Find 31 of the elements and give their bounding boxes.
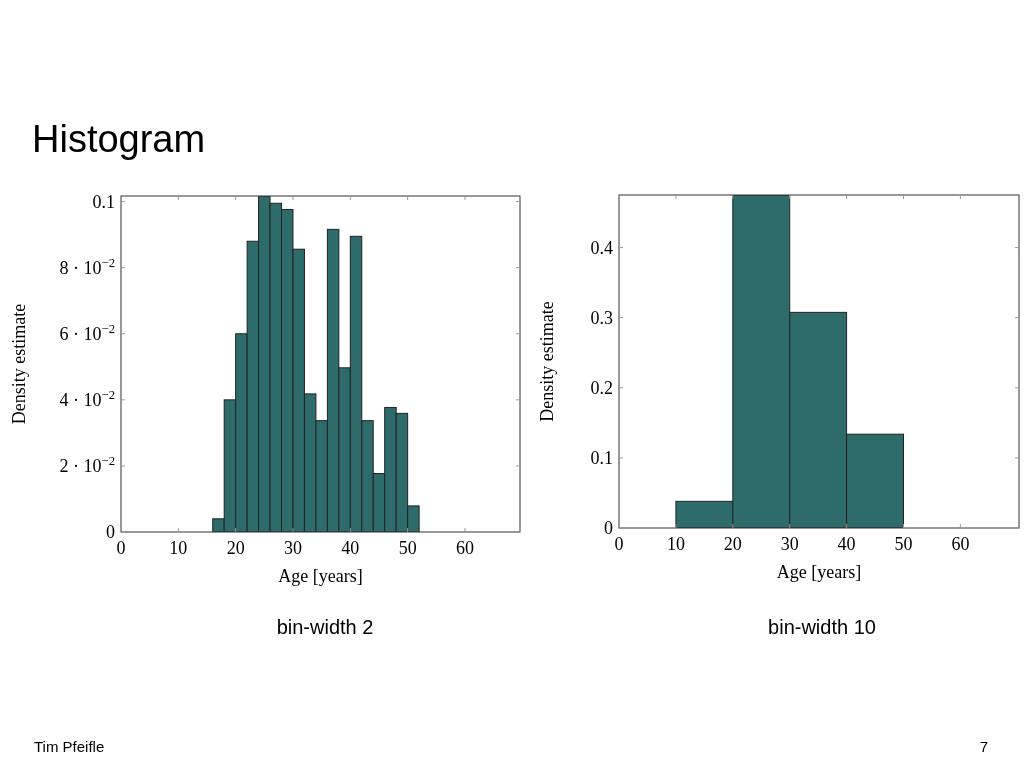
y-axis-title: Density estimate [537, 301, 557, 422]
y-tick-label: 0.1 [92, 191, 115, 212]
y-tick-label: 0.3 [590, 307, 613, 328]
y-tick-label: 0.1 [590, 447, 613, 468]
text: bin-width 2 [276, 616, 374, 638]
x-tick-label: 50 [398, 538, 417, 558]
y-tick-label: 4 · 10$^{−2}$ [59, 387, 115, 410]
y-tick-label: 8 · 10$^{−2}$ [59, 255, 115, 278]
x-tick-label: 40 [837, 534, 856, 554]
y-tick-label: 0.2 [590, 377, 613, 398]
x-tick-label: 10 [169, 538, 188, 558]
x-tick-label: 50 [894, 534, 913, 554]
x-tick-label: 30 [780, 534, 799, 554]
x-axis-title: Age [years] [278, 566, 363, 586]
x-tick-label: 40 [341, 538, 360, 558]
y-tick-label: 0.4 [590, 237, 613, 258]
x-tick-label: 30 [283, 538, 302, 558]
x-tick-label: 20 [226, 538, 245, 558]
text: Tim Pfeifle [34, 738, 105, 755]
x-tick-label: 60 [455, 538, 474, 558]
x-tick-label: 10 [666, 534, 685, 554]
y-axis-title: Density estimate [9, 303, 29, 425]
y-tick-label: 0 [604, 518, 613, 538]
text: bin-width 10 [768, 616, 876, 638]
chart-title: Histogram [32, 118, 206, 160]
x-axis-title: Age [years] [776, 562, 862, 582]
x-tick-label: 20 [723, 534, 742, 554]
y-tick-label: 6 · 10$^{−2}$ [59, 321, 115, 344]
x-tick-label: 60 [951, 534, 970, 554]
text: 7 [979, 738, 988, 755]
y-tick-label: 2 · 10$^{−2}$ [59, 453, 115, 476]
